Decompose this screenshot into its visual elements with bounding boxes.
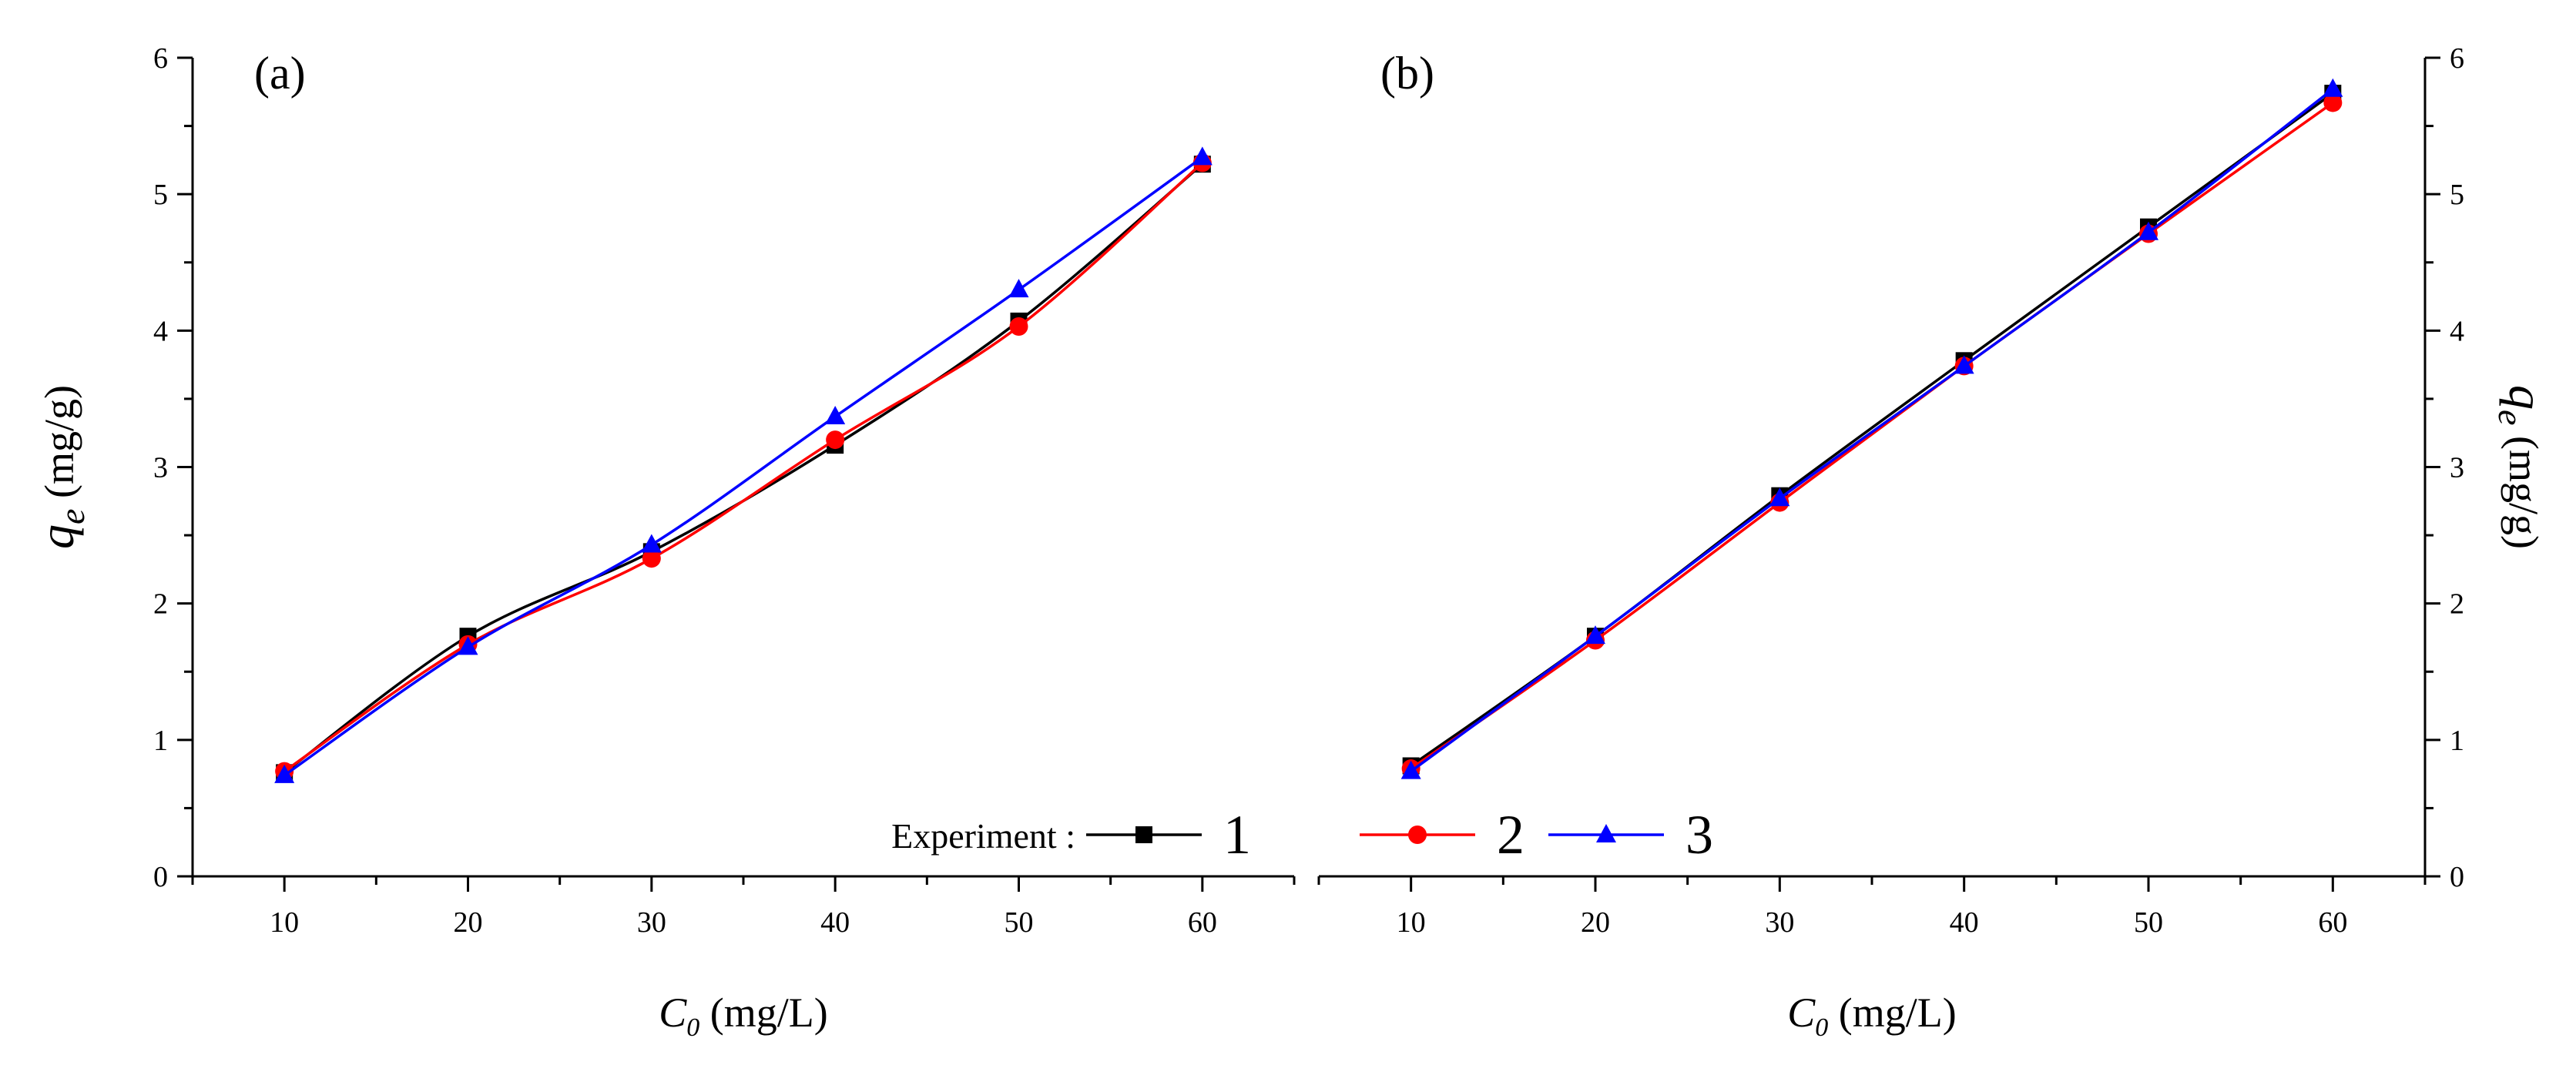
legend-label: 3 bbox=[1685, 804, 1713, 866]
series-2-point bbox=[2323, 93, 2343, 112]
series-3-line bbox=[283, 156, 1203, 777]
x-tick-label: 10 bbox=[270, 906, 299, 939]
x-axis-title: C0 (mg/L) bbox=[659, 990, 828, 1042]
y-tick-label: 3 bbox=[2450, 452, 2464, 484]
x-tick-label: 30 bbox=[1765, 906, 1794, 939]
series-3-point bbox=[2138, 221, 2158, 240]
x-tick-label: 10 bbox=[1397, 906, 1426, 939]
y-axis-title: qe (mg/g) bbox=[29, 385, 92, 549]
panel-label: (b) bbox=[1380, 48, 1434, 99]
series-1 bbox=[1402, 85, 2342, 775]
legend-entry-1: 1 bbox=[1086, 804, 1251, 866]
x-tick-label: 60 bbox=[2318, 906, 2347, 939]
x-axis-title-main: C bbox=[659, 990, 687, 1036]
y-tick-label: 1 bbox=[153, 725, 168, 757]
series-3-point bbox=[458, 636, 478, 655]
series-2 bbox=[275, 153, 1212, 781]
series-2-point bbox=[642, 549, 661, 568]
series-3-point bbox=[1192, 146, 1213, 166]
series-2-line bbox=[1410, 102, 2334, 770]
x-axis-title-units: (mg/L) bbox=[1828, 990, 1956, 1036]
series-2-point bbox=[826, 430, 845, 450]
x-tick-label: 40 bbox=[1950, 906, 1979, 939]
x-axis-title-main: C bbox=[1787, 990, 1816, 1036]
y-tick-label: 0 bbox=[2450, 861, 2464, 893]
x-axis-title-units: (mg/L) bbox=[699, 990, 827, 1036]
x-tick-label: 50 bbox=[1005, 906, 1034, 939]
legend-marker-triangle bbox=[1596, 824, 1616, 842]
series-3 bbox=[1400, 78, 2343, 779]
series-3-point bbox=[825, 405, 846, 424]
series-3-point bbox=[274, 764, 295, 783]
series-1-line bbox=[1410, 92, 2334, 767]
x-tick-label: 30 bbox=[637, 906, 666, 939]
series-3-point bbox=[1954, 355, 1974, 374]
y-axis-title-sub: e bbox=[2491, 410, 2531, 425]
x-axis-title-sub: 0 bbox=[1815, 1013, 1828, 1042]
y-tick-label: 5 bbox=[153, 179, 168, 211]
series-3-point bbox=[1008, 279, 1029, 298]
y-tick-label: 1 bbox=[2450, 725, 2464, 757]
y-tick-label: 4 bbox=[2450, 315, 2464, 347]
series-3-line bbox=[1410, 88, 2334, 772]
series-2-point bbox=[1009, 317, 1028, 337]
y-tick-label: 2 bbox=[2450, 588, 2464, 621]
x-tick-label: 20 bbox=[1581, 906, 1610, 939]
legend-marker-circle bbox=[1408, 826, 1427, 844]
y-axis-title-sub: e bbox=[52, 509, 92, 524]
y-tick-label: 4 bbox=[153, 315, 168, 347]
legend-marker-square bbox=[1135, 826, 1152, 843]
y-tick-label: 3 bbox=[153, 452, 168, 484]
y-tick-label: 6 bbox=[2450, 42, 2464, 75]
x-tick-label: 60 bbox=[1188, 906, 1217, 939]
series-1 bbox=[276, 156, 1211, 782]
series-3-point bbox=[1400, 760, 1421, 779]
series-3 bbox=[274, 146, 1213, 783]
y-tick-label: 2 bbox=[153, 588, 168, 621]
legend-entry-2: 2 bbox=[1360, 804, 1524, 866]
series-3-point bbox=[1585, 625, 1605, 645]
series-3-point bbox=[641, 534, 662, 553]
legend-entry-3: 3 bbox=[1548, 804, 1713, 866]
x-tick-label: 40 bbox=[820, 906, 850, 939]
y-axis-title-units: (mg/g) bbox=[2501, 425, 2547, 548]
series-3-point bbox=[2323, 78, 2343, 97]
y-tick-label: 5 bbox=[2450, 179, 2464, 211]
legend-prefix: Experiment : bbox=[891, 816, 1075, 856]
y-axis-title-main: q bbox=[2499, 385, 2554, 410]
y-tick-label: 0 bbox=[153, 861, 168, 893]
legend: Experiment : 1 2 3 bbox=[891, 804, 1713, 866]
y-tick-label: 6 bbox=[153, 42, 168, 75]
x-axis-title: C0 (mg/L) bbox=[1787, 990, 1957, 1042]
x-tick-label: 50 bbox=[2134, 906, 2163, 939]
y-axis-title-main: q bbox=[29, 524, 84, 549]
x-tick-label: 20 bbox=[454, 906, 483, 939]
series-3-point bbox=[1769, 487, 1790, 507]
legend-label: 2 bbox=[1497, 804, 1524, 866]
panel-label: (a) bbox=[254, 48, 306, 99]
y-axis-title-units: (mg/g) bbox=[36, 385, 82, 508]
series-2-line bbox=[283, 162, 1203, 773]
y-axis-title: qe (mg/g) bbox=[2491, 385, 2554, 549]
x-axis-title-sub: 0 bbox=[686, 1013, 699, 1042]
legend-label: 1 bbox=[1223, 804, 1251, 866]
